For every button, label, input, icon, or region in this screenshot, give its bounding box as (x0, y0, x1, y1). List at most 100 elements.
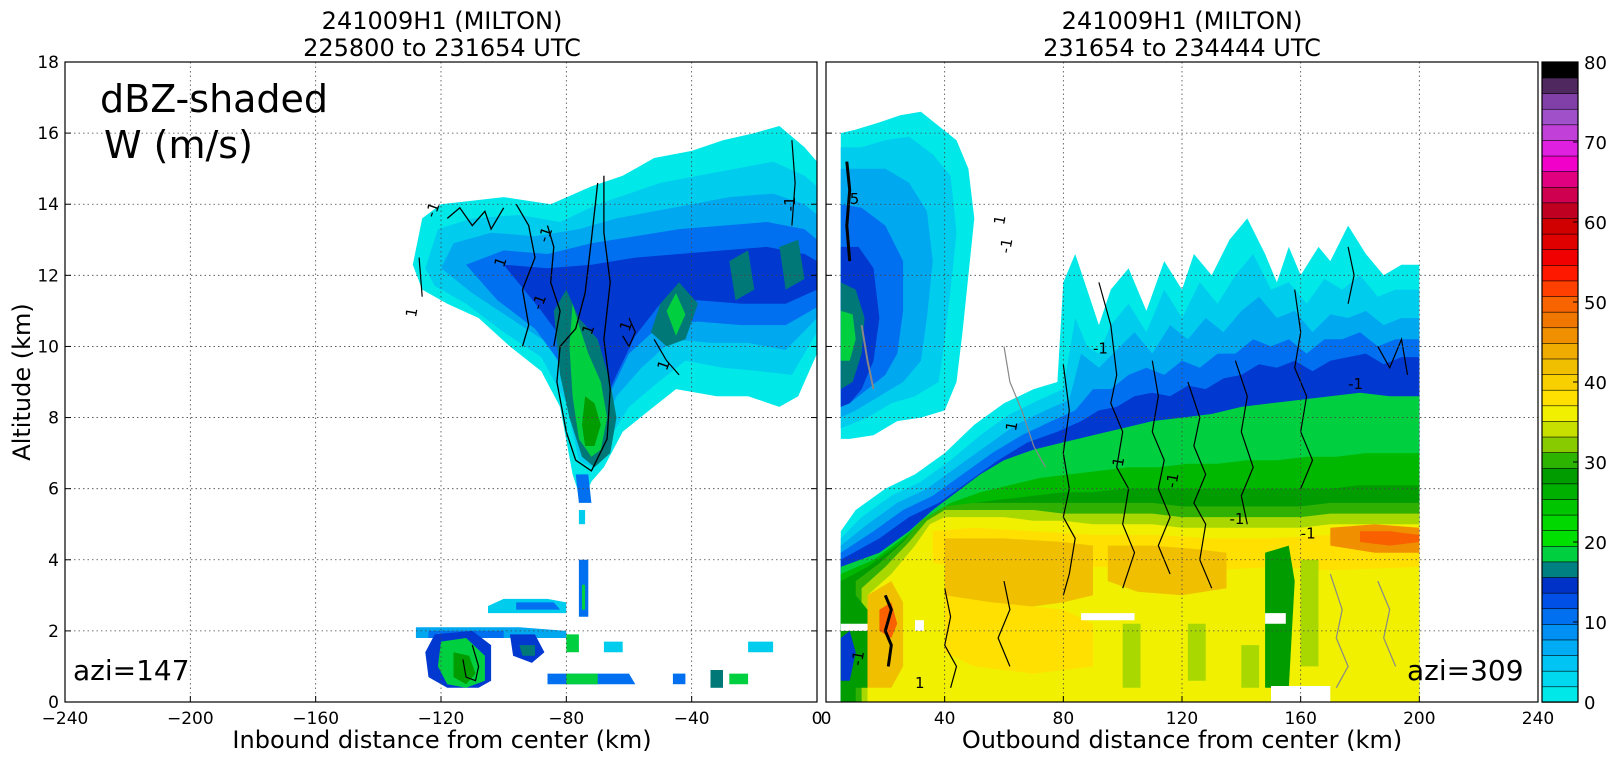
colorbar-swatch (1541, 108, 1579, 126)
left-green-patch-1 (666, 293, 686, 336)
right-reflectivity-field (840, 111, 1420, 702)
colorbar-tick-label: 70 (1584, 133, 1607, 154)
colorbar-swatch (1541, 623, 1579, 641)
colorbar-swatch (1541, 61, 1579, 79)
y-axis-label: Altitude (km) (8, 303, 36, 460)
x-tick-label: −160 (292, 709, 339, 729)
colorbar-swatch (1541, 561, 1579, 578)
annotation-azimuth-right: azi=309 (1407, 654, 1524, 687)
colorbar-swatch (1541, 592, 1579, 610)
colorbar-swatch (1541, 358, 1579, 375)
right-contour-strong-1 (845, 161, 852, 262)
x-tick-label: 120 (1166, 709, 1198, 729)
colorbar-swatch (1541, 170, 1579, 188)
right-contour-grey-2 (860, 324, 875, 390)
colorbar-swatch (1541, 576, 1579, 594)
right-contour-10 (997, 580, 1011, 667)
right-label-11: 1 (915, 674, 925, 692)
x-tick-label: 80 (1053, 709, 1075, 729)
right-label-5: 1 (1109, 456, 1128, 469)
colorbar-swatch (1541, 233, 1579, 251)
right-orange-patch-1 (944, 538, 1093, 610)
right-orange-patch-2 (1107, 545, 1227, 596)
colorbar-swatch (1541, 311, 1579, 329)
left-shaft-4 (582, 584, 586, 610)
right-yellow-patch-1 (944, 595, 1093, 674)
x-tick-label: −40 (674, 709, 710, 729)
colorbar-tick-label: 50 (1584, 293, 1607, 314)
left-label-1: -1 (422, 200, 444, 220)
colorbar-swatch (1541, 483, 1579, 500)
y-tick-label: 2 (48, 622, 59, 642)
colorbar-swatch (1541, 529, 1579, 547)
colorbar-swatch (1541, 155, 1579, 172)
x-tick-label: 40 (934, 709, 956, 729)
x-tick-label: 0 (821, 709, 832, 729)
colorbar-swatch (1541, 654, 1579, 672)
right-upper-echo-level-6 (840, 310, 856, 361)
colorbar-swatch (1541, 342, 1579, 360)
colorbar-swatch (1541, 202, 1579, 219)
right-contour-grey-3 (1329, 573, 1349, 689)
x-tick-label: 160 (1284, 709, 1316, 729)
right-label-9: 1 (990, 214, 1009, 227)
colorbar-swatch (1541, 124, 1579, 141)
x-tick-label: −240 (42, 709, 89, 729)
colorbar-swatch (1541, 186, 1579, 204)
colorbar-tick-label: 10 (1584, 613, 1607, 634)
right-label-6: -1 (1162, 471, 1182, 489)
right-contour-grey-4 (1377, 580, 1397, 667)
right-gap-4 (915, 620, 924, 631)
left-cell-6 (710, 670, 723, 688)
right-label-2: -1 (1348, 375, 1363, 393)
left-cell-7 (729, 673, 749, 685)
colorbar-swatch (1541, 498, 1579, 516)
colorbar: 0 10 20 30 40 50 60 70 80 (1541, 53, 1607, 714)
left-contour-3 (546, 225, 561, 347)
right-chart-title: 241009H1 (MILTON) (1062, 7, 1303, 35)
y-tick-label: 10 (37, 337, 59, 357)
right-label-1: -1 (1093, 340, 1108, 358)
left-cell-8 (672, 673, 686, 685)
y-tick-label: 0 (48, 693, 59, 713)
left-chart-subtitle: 225800 to 231654 UTC (303, 34, 581, 62)
right-grid (826, 62, 1538, 702)
left-cell-5 (748, 641, 774, 653)
right-label-12: -1 (848, 649, 868, 667)
x-tick-label: 0 (812, 709, 823, 729)
left-teal-patch-2 (729, 250, 755, 301)
colorbar-swatch (1541, 467, 1579, 485)
right-green-stripe-3 (1122, 623, 1141, 688)
right-y-ticks (811, 61, 832, 703)
left-grid (65, 62, 817, 702)
right-label-10: 5 (850, 190, 860, 208)
annotation-w-units: W (m/s) (104, 123, 253, 167)
colorbar-swatch (1541, 295, 1579, 313)
y-tick-label: 14 (37, 195, 59, 215)
left-contour-7 (418, 257, 423, 297)
right-x-axis-label: Outbound distance from center (km) (962, 726, 1402, 754)
y-tick-label: 18 (37, 53, 59, 73)
colorbar-tick-label: 40 (1584, 373, 1607, 394)
y-tick-label: 4 (48, 551, 59, 571)
colorbar-swatch (1541, 545, 1579, 563)
left-y-ticks: 0 2 4 6 8 10 12 14 16 18 (37, 53, 71, 713)
colorbar-swatch (1541, 92, 1579, 110)
right-gap-2 (1265, 613, 1286, 624)
right-gap-5 (1271, 686, 1331, 702)
colorbar-swatch (1541, 139, 1579, 157)
right-contour-5 (1234, 360, 1254, 525)
left-label-3: -1 (534, 224, 556, 244)
right-red-core (1360, 531, 1420, 546)
right-label-4: -1 (1301, 524, 1316, 542)
right-green-stripe-5 (1241, 645, 1260, 688)
colorbar-swatch (1541, 451, 1579, 469)
colorbar-tick-label: 0 (1584, 693, 1595, 714)
right-contour-7 (1347, 246, 1355, 304)
colorbar-tick-label: 20 (1584, 533, 1607, 554)
colorbar-swatch (1541, 389, 1579, 407)
left-chart-title: 241009H1 (MILTON) (322, 7, 563, 35)
colorbar-swatch (1541, 373, 1579, 391)
